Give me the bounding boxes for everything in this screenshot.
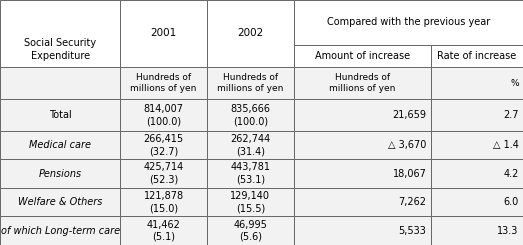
Text: △ 3,670: △ 3,670	[388, 140, 427, 150]
Bar	[207, 67, 293, 99]
Bar	[293, 159, 431, 188]
Text: 4.2: 4.2	[504, 169, 519, 179]
Text: 41,462
(5.1): 41,462 (5.1)	[146, 220, 180, 242]
Bar	[431, 216, 523, 245]
Text: Total: Total	[49, 110, 72, 120]
Text: 814,007
(100.0): 814,007 (100.0)	[144, 104, 184, 126]
Bar	[120, 0, 207, 67]
Text: 266,415
(32.7): 266,415 (32.7)	[143, 134, 184, 156]
Bar	[431, 188, 523, 216]
Bar	[120, 67, 207, 99]
Text: of which Long-term care: of which Long-term care	[1, 226, 120, 236]
Bar	[431, 131, 523, 159]
Bar	[120, 131, 207, 159]
Text: 121,878
(15.0): 121,878 (15.0)	[143, 191, 184, 213]
Bar	[431, 99, 523, 131]
Text: 129,140
(15.5): 129,140 (15.5)	[230, 191, 270, 213]
Bar	[293, 131, 431, 159]
Text: 18,067: 18,067	[393, 169, 427, 179]
Text: Compared with the previous year: Compared with the previous year	[327, 17, 490, 27]
Bar	[431, 45, 523, 67]
Bar	[0, 0, 120, 99]
Bar	[207, 216, 293, 245]
Text: Amount of increase: Amount of increase	[315, 51, 410, 61]
Text: Welfare & Others: Welfare & Others	[18, 197, 103, 207]
Text: Hundreds of
millions of yen: Hundreds of millions of yen	[217, 73, 283, 93]
Text: △ 1.4: △ 1.4	[493, 140, 519, 150]
Text: 2001: 2001	[151, 28, 177, 38]
Bar	[293, 216, 431, 245]
Text: %: %	[510, 79, 519, 87]
Bar	[0, 99, 120, 131]
Text: 425,714
(52.3): 425,714 (52.3)	[143, 162, 184, 185]
Bar	[293, 99, 431, 131]
Bar	[0, 188, 120, 216]
Text: 6.0: 6.0	[504, 197, 519, 207]
Bar	[293, 67, 431, 99]
Bar	[0, 216, 120, 245]
Text: 5,533: 5,533	[399, 226, 427, 236]
Bar	[0, 131, 120, 159]
Text: Medical care: Medical care	[29, 140, 91, 150]
Bar	[120, 188, 207, 216]
Text: Social Security
Expenditure: Social Security Expenditure	[24, 38, 96, 61]
Bar	[293, 188, 431, 216]
Bar	[207, 0, 293, 67]
Text: 262,744
(31.4): 262,744 (31.4)	[230, 134, 270, 156]
Bar	[0, 159, 120, 188]
Bar	[207, 99, 293, 131]
Text: 443,781
(53.1): 443,781 (53.1)	[230, 162, 270, 185]
Text: 2002: 2002	[237, 28, 264, 38]
Bar	[207, 131, 293, 159]
Text: 21,659: 21,659	[393, 110, 427, 120]
Text: 7,262: 7,262	[399, 197, 427, 207]
Bar	[293, 0, 523, 45]
Text: Hundreds of
millions of yen: Hundreds of millions of yen	[329, 73, 395, 93]
Text: 2.7: 2.7	[503, 110, 519, 120]
Text: 835,666
(100.0): 835,666 (100.0)	[230, 104, 270, 126]
Bar	[120, 216, 207, 245]
Text: Hundreds of
millions of yen: Hundreds of millions of yen	[130, 73, 197, 93]
Text: Rate of increase: Rate of increase	[437, 51, 517, 61]
Text: 46,995
(5.6): 46,995 (5.6)	[233, 220, 267, 242]
Bar	[0, 67, 120, 99]
Bar	[207, 159, 293, 188]
Bar	[120, 159, 207, 188]
Bar	[431, 67, 523, 99]
Bar	[431, 159, 523, 188]
Bar	[120, 99, 207, 131]
Text: Pensions: Pensions	[39, 169, 82, 179]
Bar	[207, 188, 293, 216]
Bar	[293, 45, 431, 67]
Text: 13.3: 13.3	[497, 226, 519, 236]
